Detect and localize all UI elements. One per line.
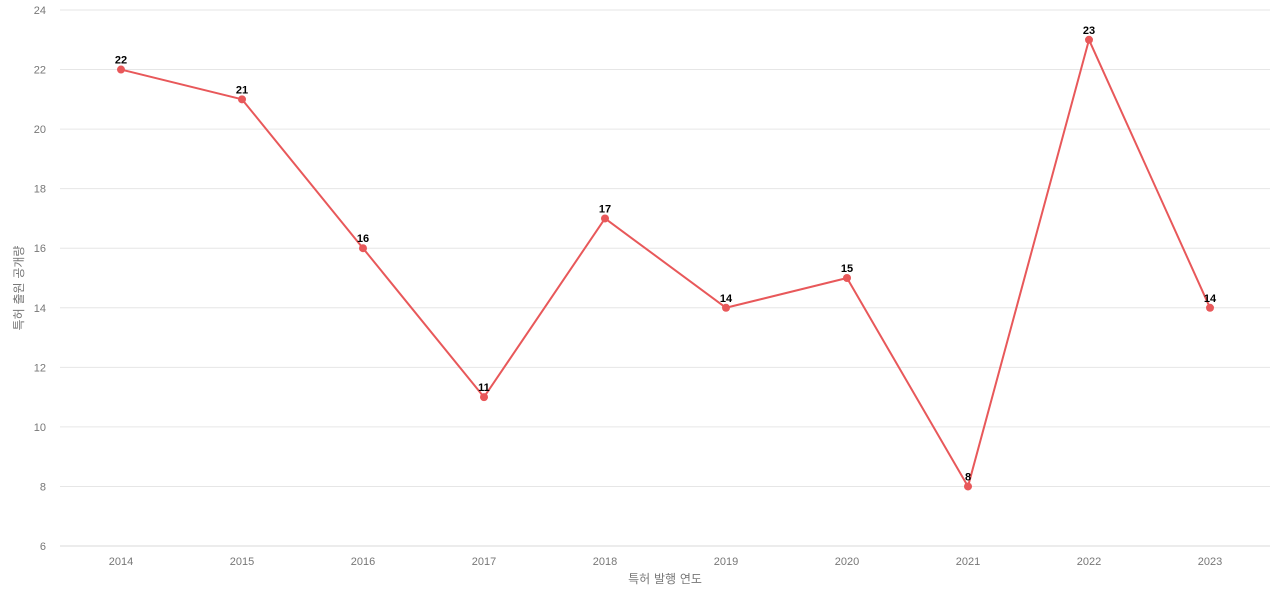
data-label: 14	[720, 293, 733, 305]
data-point[interactable]	[117, 65, 125, 74]
x-tick-label: 2015	[230, 556, 254, 568]
data-point[interactable]	[1085, 35, 1093, 44]
data-point[interactable]	[722, 303, 730, 312]
data-point[interactable]	[480, 393, 488, 402]
y-tick-label: 14	[34, 303, 46, 315]
x-axis-title: 특허 발행 연도	[628, 571, 702, 586]
data-point[interactable]	[359, 244, 367, 253]
data-point[interactable]	[964, 482, 972, 491]
data-label: 22	[115, 55, 127, 67]
x-tick-label: 2014	[109, 556, 133, 568]
x-tick-label: 2020	[835, 556, 859, 568]
data-point[interactable]	[1206, 303, 1214, 312]
y-tick-label: 16	[34, 243, 46, 255]
x-tick-label: 2018	[593, 556, 617, 568]
y-tick-label: 22	[34, 65, 46, 77]
data-point[interactable]	[238, 95, 246, 104]
x-tick-label: 2017	[472, 556, 496, 568]
y-tick-label: 12	[34, 362, 46, 374]
data-point[interactable]	[601, 214, 609, 223]
y-tick-label: 20	[34, 124, 46, 136]
data-label: 17	[599, 203, 611, 215]
y-tick-label: 18	[34, 184, 46, 196]
grid-lines	[60, 9, 1270, 487]
data-label: 23	[1083, 25, 1095, 37]
y-tick-label: 10	[34, 422, 46, 434]
series-group	[117, 35, 1214, 491]
series-line	[120, 38, 1211, 488]
data-labels: 22 21 16 11 17 14 15 8 23 14	[115, 25, 1217, 484]
y-tick-label: 6	[40, 541, 46, 553]
x-tick-label: 2016	[351, 556, 375, 568]
x-tick-label: 2019	[714, 556, 738, 568]
data-label: 15	[841, 263, 853, 275]
data-label: 21	[236, 84, 248, 96]
data-label: 14	[1204, 293, 1217, 305]
y-tick-label: 8	[40, 481, 46, 493]
data-label: 8	[965, 471, 971, 483]
y-tick-label: 24	[34, 5, 46, 17]
data-point[interactable]	[843, 274, 851, 282]
data-label: 16	[357, 233, 369, 245]
x-tick-label: 2021	[956, 556, 980, 568]
x-tick-label: 2023	[1198, 556, 1222, 568]
data-label: 11	[478, 382, 490, 394]
y-axis-title: 특허 출원 공개량	[12, 246, 26, 331]
x-tick-label: 2022	[1077, 556, 1101, 568]
